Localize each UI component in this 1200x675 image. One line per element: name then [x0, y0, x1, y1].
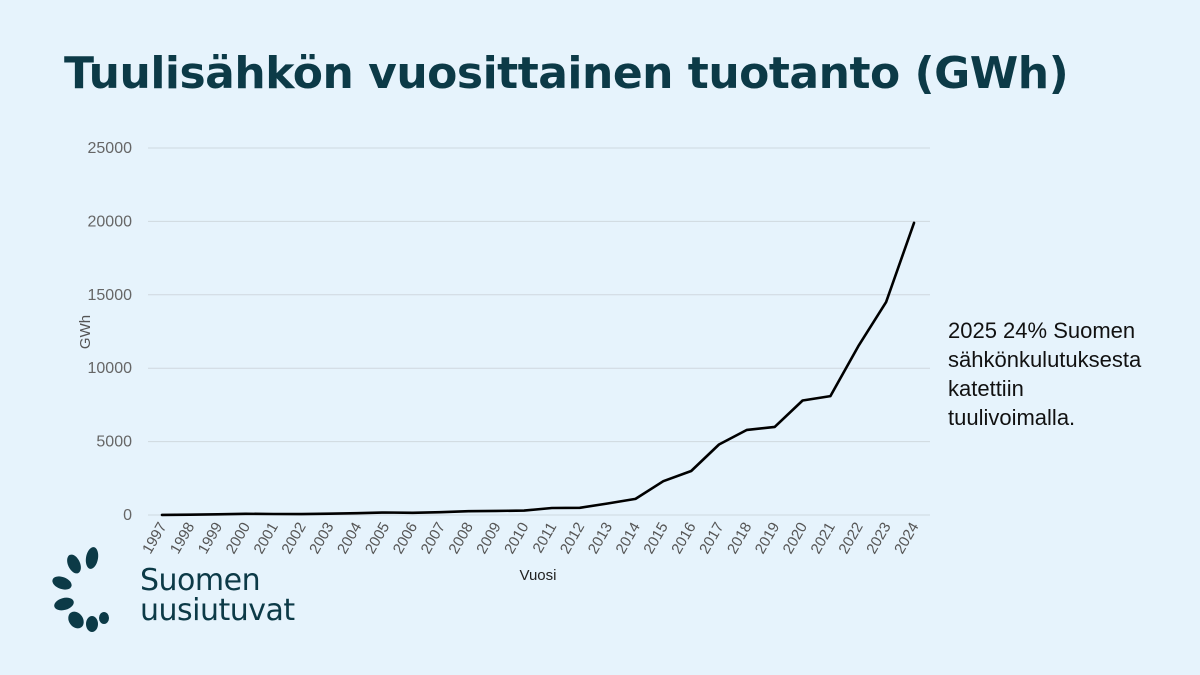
- x-tick-label: 2018: [724, 520, 755, 557]
- x-tick-label: 2015: [640, 520, 671, 557]
- y-axis-ticks: 0 5000 10000 15000 20000 25000: [88, 140, 133, 524]
- x-tick-label: 2017: [696, 520, 727, 557]
- x-tick-label: 2022: [835, 520, 866, 557]
- y-tick-label: 20000: [88, 213, 133, 230]
- x-tick-label: 2016: [668, 520, 699, 557]
- annotation-line: tuulivoimalla.: [948, 405, 1076, 430]
- series-line: [160, 221, 916, 517]
- x-tick-label: 2023: [863, 520, 894, 557]
- x-axis-label: Vuosi: [520, 567, 557, 584]
- x-tick-label: 2004: [334, 520, 365, 557]
- y-tick-label: 5000: [96, 434, 132, 451]
- logo-petals-icon: [52, 547, 109, 632]
- gridlines: [148, 147, 930, 516]
- x-tick-label: 2006: [390, 520, 421, 557]
- y-tick-label: 15000: [88, 287, 133, 304]
- annotation-line: 2025 24% Suomen: [948, 318, 1136, 343]
- x-tick-label: 2014: [613, 520, 644, 557]
- x-tick-label: 2024: [891, 520, 922, 557]
- annotation-line: sähkönkulutuksesta: [948, 347, 1142, 372]
- x-tick-label: 2011: [530, 520, 561, 556]
- x-tick-label: 2005: [362, 520, 393, 557]
- x-tick-label: 2019: [752, 520, 783, 557]
- x-tick-label: 2012: [557, 520, 588, 557]
- annotation-text: 2025 24% Suomen sähkönkulutuksesta katet…: [948, 316, 1188, 432]
- page-title: Tuulisähkön vuosittainen tuotanto (GWh): [64, 48, 1069, 99]
- x-tick-label: 2007: [418, 520, 449, 557]
- x-tick-label: 2009: [473, 520, 504, 557]
- annotation-line: katettiin: [948, 376, 1024, 401]
- y-axis-label: GWh: [77, 315, 94, 349]
- x-tick-label: 2010: [501, 520, 532, 557]
- x-tick-label: 2008: [445, 520, 476, 557]
- x-tick-label: 2013: [585, 520, 616, 557]
- logo-text-line: Suomen: [140, 563, 261, 598]
- logo-text-line: uusiutuvat: [140, 593, 295, 628]
- logo-text: Suomen uusiutuvat: [140, 566, 295, 626]
- x-tick-label: 2020: [780, 520, 811, 557]
- x-tick-label: 2021: [807, 520, 838, 557]
- y-tick-label: 10000: [88, 360, 133, 377]
- logo: Suomen uusiutuvat: [50, 546, 310, 636]
- y-tick-label: 25000: [88, 140, 133, 157]
- y-tick-label: 0: [123, 507, 132, 524]
- x-tick-label: 2003: [306, 520, 337, 557]
